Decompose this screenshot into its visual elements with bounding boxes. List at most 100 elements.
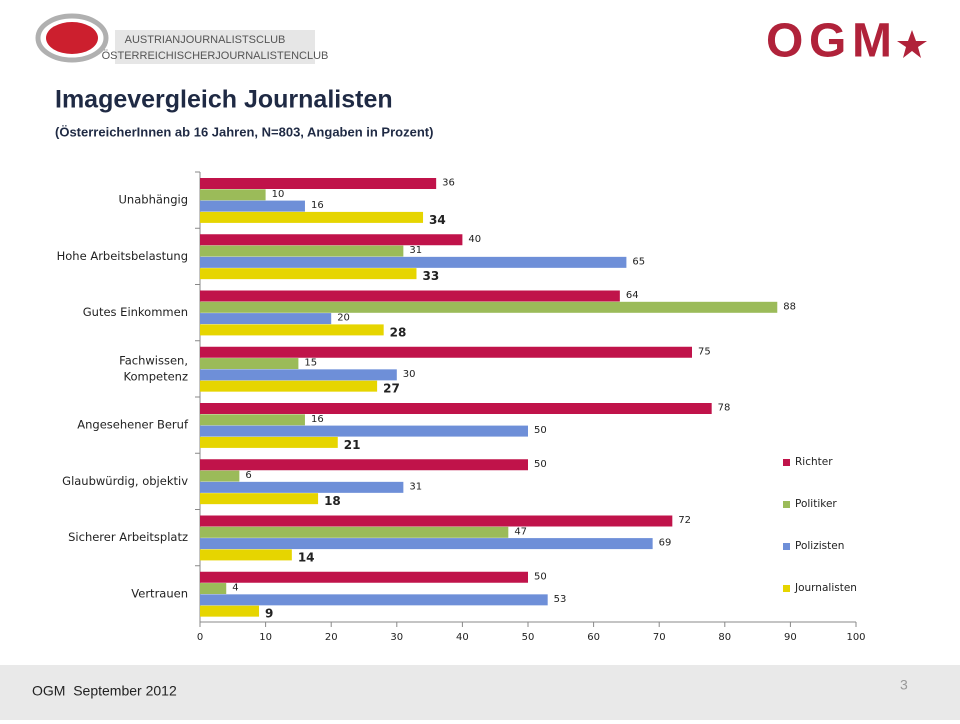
legend-label: Richter (795, 456, 833, 468)
legend-swatch (783, 585, 790, 592)
bar (200, 515, 673, 527)
bar (200, 369, 397, 381)
bar (200, 211, 424, 223)
value-label: 50 (534, 425, 547, 436)
bar (200, 538, 653, 550)
bar (200, 324, 384, 336)
value-label: 20 (337, 313, 350, 324)
bar (200, 605, 260, 617)
value-label: 30 (403, 369, 416, 380)
x-tick-label: 60 (587, 632, 600, 643)
value-label: 64 (626, 290, 639, 301)
value-label: 28 (390, 325, 407, 339)
value-label: 88 (783, 301, 796, 312)
brand-logo: OGM (766, 15, 892, 68)
legend-swatch (783, 459, 790, 466)
x-tick-label: 70 (653, 632, 666, 643)
x-tick-label: 80 (718, 632, 731, 643)
value-label: 40 (468, 234, 481, 245)
x-tick-label: 40 (456, 632, 469, 643)
x-tick-label: 50 (522, 632, 535, 643)
value-label: 50 (534, 571, 547, 582)
y-tick-label: Kompetenz (124, 369, 189, 383)
bar (200, 290, 620, 302)
value-label: 9 (265, 607, 273, 621)
value-label: 34 (429, 213, 446, 227)
chart-title: Imagevergleich Journalisten (55, 86, 393, 114)
y-tick-label: Unabhängig (119, 193, 188, 207)
chart-subtitle: (ÖsterreicherInnen ab 16 Jahren, N=803, … (55, 124, 433, 139)
bar (200, 403, 712, 414)
bar (200, 549, 292, 561)
value-label: 16 (311, 200, 324, 211)
club-line: AUSTRIANJOURNALISTSCLUB (125, 34, 286, 46)
y-tick-label: Fachwissen, (119, 353, 188, 367)
x-tick-label: 30 (390, 632, 403, 643)
value-label: 72 (678, 515, 691, 526)
bar (200, 493, 319, 505)
x-tick-label: 10 (259, 632, 272, 643)
bar (200, 346, 692, 358)
bar (200, 571, 528, 583)
legend-label: Journalisten (794, 582, 857, 594)
value-label: 4 (232, 583, 238, 594)
value-label: 75 (698, 346, 711, 357)
y-tick-label: Vertrauen (131, 586, 188, 600)
value-label: 65 (632, 256, 645, 267)
footer-text: OGM September 2012 (32, 683, 177, 699)
bar (200, 234, 463, 246)
logo-plate (115, 30, 315, 64)
logo-ring (35, 13, 109, 63)
value-label: 16 (311, 414, 324, 425)
bar (200, 245, 404, 257)
value-label: 78 (718, 403, 731, 414)
bar (200, 526, 509, 538)
value-label: 53 (554, 594, 567, 605)
x-tick-label: 0 (197, 632, 203, 643)
bar (200, 268, 417, 280)
footer-band (0, 665, 960, 720)
club-logo: AUSTRIANJOURNALISTSCLUB ÖSTERREICHISCHER… (35, 13, 329, 64)
y-tick-label: Sicherer Arbeitsplatz (68, 530, 188, 544)
value-label: 69 (659, 538, 672, 549)
value-label: 36 (442, 178, 455, 189)
value-label: 31 (409, 245, 422, 256)
legend-label: Politiker (795, 498, 837, 510)
value-label: 14 (298, 550, 315, 564)
bar (200, 481, 404, 493)
bar (200, 256, 627, 268)
bar (200, 380, 378, 392)
value-label: 47 (514, 526, 527, 537)
bar (200, 425, 528, 437)
bar (200, 189, 266, 201)
bar (200, 459, 528, 471)
bar (200, 358, 299, 370)
value-label: 10 (272, 189, 285, 200)
legend-swatch (783, 501, 790, 508)
bar (200, 414, 305, 426)
value-label: 27 (383, 382, 400, 396)
x-tick-label: 90 (784, 632, 797, 643)
value-label: 18 (324, 494, 341, 508)
value-label: 21 (344, 438, 361, 452)
page-number: 3 (900, 677, 908, 693)
club-line: ÖSTERREICHISCHERJOURNALISTENCLUB (102, 50, 329, 62)
value-label: 6 (245, 470, 251, 481)
value-label: 15 (304, 358, 317, 369)
x-tick-label: 100 (846, 632, 865, 643)
x-tick-label: 20 (325, 632, 338, 643)
bar (200, 436, 338, 448)
y-tick-label: Glaubwürdig, objektiv (62, 474, 188, 488)
bar (200, 313, 332, 325)
bar (200, 470, 240, 482)
logo-mark (46, 22, 98, 54)
legend-label: Polizisten (795, 540, 844, 552)
value-label: 33 (422, 269, 439, 283)
bar (200, 178, 437, 189)
value-label: 31 (409, 481, 422, 492)
bar (200, 594, 548, 606)
bar (200, 200, 305, 212)
value-label: 50 (534, 459, 547, 470)
legend-swatch (783, 543, 790, 550)
